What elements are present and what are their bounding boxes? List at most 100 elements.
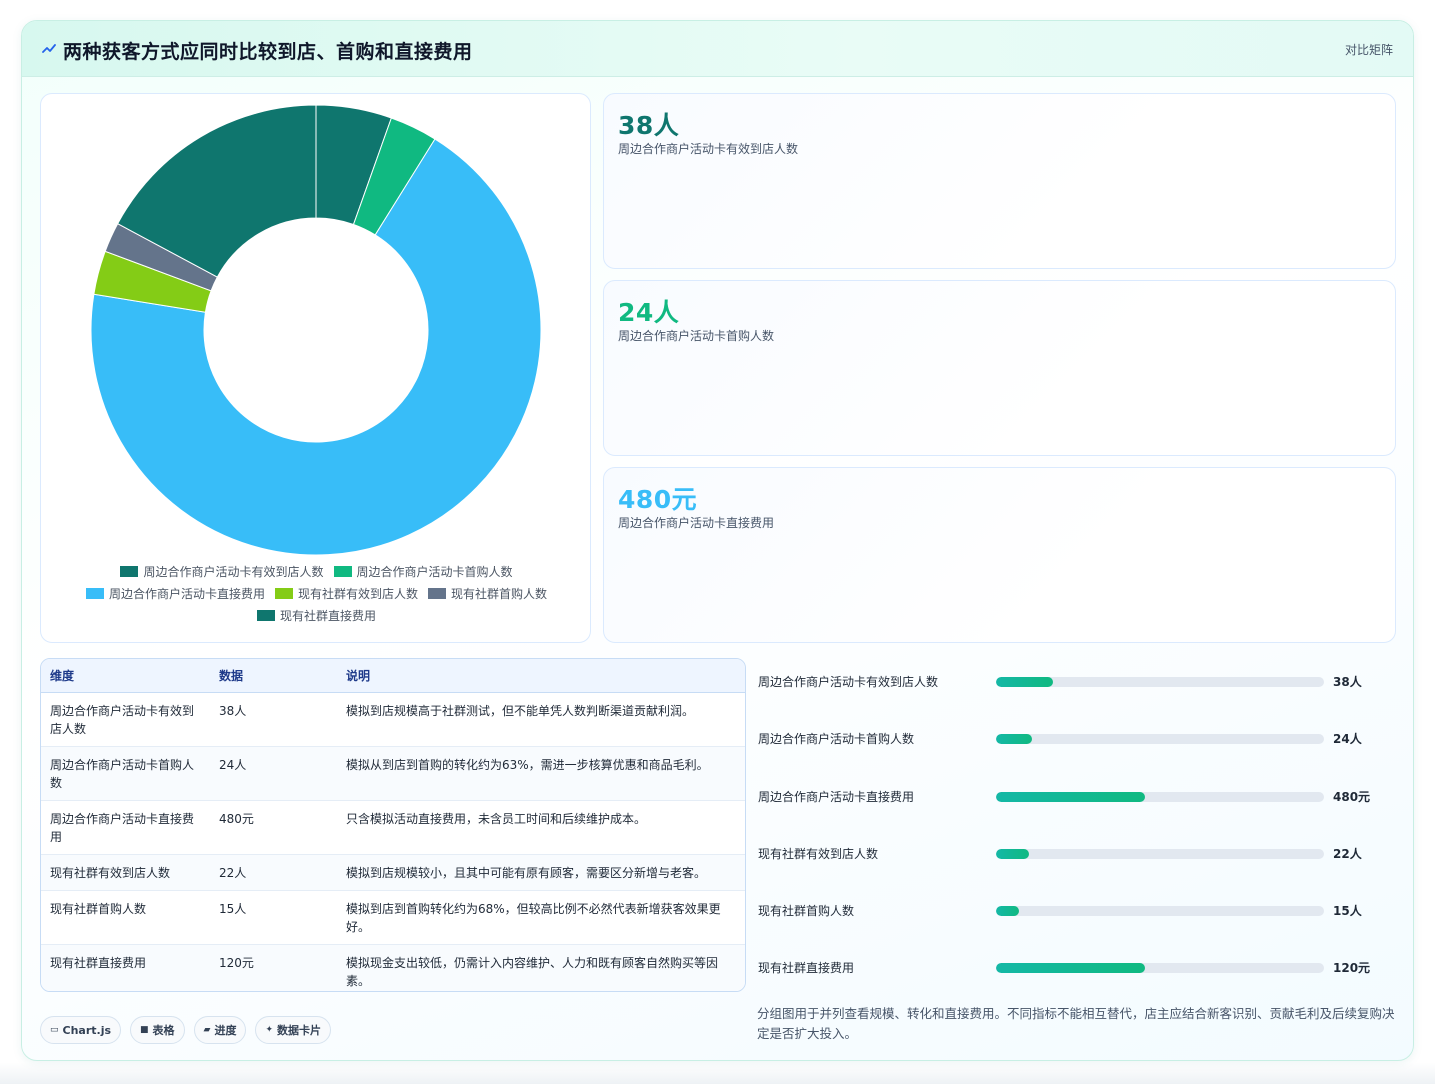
- table-cell: 15人: [210, 890, 337, 945]
- tag-label: 表格: [152, 1024, 175, 1037]
- progress-track: [996, 734, 1324, 744]
- kpi-card-store-visits: 38人 周边合作商户活动卡有效到店人数: [603, 93, 1396, 269]
- table-cell: 周边合作商户活动卡有效到店人数: [41, 692, 210, 747]
- column-header: 数据: [210, 659, 337, 693]
- progress-label: 现有社群直接费用: [758, 961, 855, 975]
- progress-track: [996, 963, 1324, 973]
- progress-value: 22人: [1333, 847, 1362, 861]
- table-row: 现有社群首购人数 15人 模拟到店到首购转化约为68%，但较高比例不必然代表新增…: [41, 890, 745, 945]
- kpi-label: 周边合作商户活动卡首购人数: [618, 329, 775, 343]
- table-row: 现有社群直接费用 120元 模拟现金支出较低，仍需计入内容维护、人力和既有顾客自…: [41, 944, 745, 991]
- kpi-card-direct-cost: 480元 周边合作商户活动卡直接费用: [603, 467, 1396, 643]
- legend-item[interactable]: 现有社群直接费用: [256, 607, 376, 624]
- table-icon: ■: [140, 1025, 149, 1035]
- progress-label: 周边合作商户活动卡有效到店人数: [758, 675, 939, 689]
- table-cell: 模拟现金支出较低，仍需计入内容维护、人力和既有顾客自然购买等因素。: [337, 944, 745, 991]
- legend-swatch: [256, 609, 275, 621]
- zigzag-icon: [42, 44, 56, 53]
- table-cell: 24人: [210, 746, 337, 801]
- kpi-label: 周边合作商户活动卡直接费用: [618, 516, 775, 530]
- tag-table[interactable]: ■ 表格: [130, 1016, 185, 1044]
- progress-fill: [996, 792, 1146, 802]
- legend-row: 周边合作商户活动卡直接费用 现有社群有效到店人数 现有社群首购人数: [61, 582, 572, 604]
- doughnut-chart-panel: 周边合作商户活动卡有效到店人数 周边合作商户活动卡首购人数周边合作商户活动卡直接费…: [40, 93, 591, 643]
- tag-list: ▭ Chart.js ■ 表格 ▰ 进度 ✦ 数据卡片: [40, 1016, 332, 1044]
- kpi-card-first-purchase: 24人 周边合作商户活动卡首购人数: [603, 280, 1396, 456]
- chart-legend: 周边合作商户活动卡有效到店人数 周边合作商户活动卡首购人数周边合作商户活动卡直接费…: [61, 560, 572, 626]
- column-header: 说明: [337, 659, 745, 693]
- table-cell: 120元: [210, 944, 337, 991]
- footnote: 分组图用于并列查看规模、转化和直接费用。不同指标不能相互替代，店主应结合新客识别…: [757, 1006, 1395, 1041]
- progress-fill: [996, 849, 1029, 859]
- table-cell: 周边合作商户活动卡直接费用: [41, 800, 210, 855]
- table-cell: 模拟从到店到首购的转化约为63%，需进一步核算优惠和商品毛利。: [337, 746, 745, 801]
- progress-fill: [996, 734, 1033, 744]
- pie-slice[interactable]: [117, 104, 317, 278]
- legend-row: 现有社群直接费用: [61, 604, 572, 626]
- tag-data-cards[interactable]: ✦ 数据卡片: [255, 1016, 332, 1044]
- legend-label: 周边合作商户活动卡有效到店人数: [143, 564, 324, 579]
- table-cell: 模拟到店到首购转化约为68%，但较高比例不必然代表新增获客效果更好。: [337, 890, 745, 945]
- page-title: 两种获客方式应同时比较到店、首购和直接费用: [63, 41, 473, 63]
- progress-track: [996, 906, 1324, 916]
- data-table: 维度 数据 说明 周边合作商户活动卡有效到店人数 38人 模拟到店规模高于社群测…: [41, 659, 745, 991]
- pie-slice[interactable]: [90, 138, 542, 556]
- column-header: 维度: [41, 659, 210, 693]
- table-cell: 模拟到店规模较小，且其中可能有原有顾客，需要区分新增与老客。: [337, 854, 745, 891]
- legend-item[interactable]: 周边合作商户活动卡有效到店人数: [120, 563, 324, 580]
- legend-label: 周边合作商户活动卡直接费用: [108, 586, 265, 601]
- tag-progress[interactable]: ▰ 进度: [193, 1016, 247, 1044]
- progress-track: [996, 677, 1324, 687]
- progress-row: 周边合作商户活动卡有效到店人数 38人: [757, 666, 1397, 696]
- tag-label: 数据卡片: [277, 1024, 322, 1037]
- tag-chartjs[interactable]: ▭ Chart.js: [40, 1016, 122, 1044]
- legend-item[interactable]: 现有社群首购人数: [428, 585, 547, 602]
- legend-swatch: [85, 587, 104, 599]
- progress-fill: [996, 677, 1054, 687]
- table-cell: 模拟到店规模高于社群测试，但不能单凭人数判断渠道贡献利润。: [337, 692, 745, 747]
- progress-row: 现有社群直接费用 120元: [757, 952, 1397, 982]
- table-cell: 只含模拟活动直接费用，未含员工时间和后续维护成本。: [337, 800, 745, 855]
- progress-value: 15人: [1333, 904, 1362, 918]
- chart-icon: ▭: [50, 1025, 59, 1035]
- table-cell: 现有社群直接费用: [41, 944, 210, 991]
- table-cell: 现有社群首购人数: [41, 890, 210, 945]
- progress-label: 周边合作商户活动卡直接费用: [758, 790, 915, 804]
- data-table-panel: 维度 数据 说明 周边合作商户活动卡有效到店人数 38人 模拟到店规模高于社群测…: [40, 658, 746, 992]
- tag-label: 进度: [214, 1024, 237, 1037]
- legend-item[interactable]: 现有社群有效到店人数: [274, 585, 418, 602]
- progress-fill: [996, 906, 1019, 916]
- legend-label: 周边合作商户活动卡首购人数: [356, 564, 513, 579]
- legend-item[interactable]: 周边合作商户活动卡直接费用: [85, 585, 265, 602]
- legend-item[interactable]: 周边合作商户活动卡首购人数: [333, 563, 513, 580]
- legend-swatch: [428, 587, 446, 599]
- progress-value: 24人: [1333, 732, 1362, 746]
- progress-row: 现有社群首购人数 15人: [757, 895, 1397, 925]
- kpi-label: 周边合作商户活动卡有效到店人数: [618, 142, 799, 156]
- tag-label: Chart.js: [62, 1023, 112, 1037]
- legend-swatch: [274, 587, 293, 599]
- kpi-value: 38人: [618, 111, 680, 140]
- progress-track: [996, 792, 1324, 802]
- progress-value: 120元: [1333, 961, 1371, 975]
- progress-icon: ▰: [203, 1025, 211, 1035]
- table-row: 周边合作商户活动卡有效到店人数 38人 模拟到店规模高于社群测试，但不能单凭人数…: [41, 692, 745, 747]
- table-row: 周边合作商户活动卡直接费用 480元 只含模拟活动直接费用，未含员工时间和后续维…: [41, 800, 745, 855]
- card-header: 两种获客方式应同时比较到店、首购和直接费用 对比矩阵: [22, 21, 1413, 77]
- table-row: 周边合作商户活动卡首购人数 24人 模拟从到店到首购的转化约为63%，需进一步核…: [41, 746, 745, 801]
- kpi-value: 24人: [618, 298, 680, 327]
- progress-label: 周边合作商户活动卡首购人数: [758, 732, 915, 746]
- table-cell: 周边合作商户活动卡首购人数: [41, 746, 210, 801]
- progress-row: 周边合作商户活动卡首购人数 24人: [757, 723, 1397, 753]
- progress-row: 周边合作商户活动卡直接费用 480元: [757, 781, 1397, 811]
- table-cell: 22人: [210, 854, 337, 891]
- kpi-value: 480元: [618, 485, 698, 514]
- legend-row: 周边合作商户活动卡有效到店人数 周边合作商户活动卡首购人数: [61, 560, 572, 582]
- comparison-matrix-link[interactable]: 对比矩阵: [1344, 43, 1393, 57]
- progress-fill: [996, 963, 1146, 973]
- progress-value: 38人: [1333, 675, 1362, 689]
- progress-label: 现有社群有效到店人数: [758, 847, 879, 861]
- comparison-card: 两种获客方式应同时比较到店、首购和直接费用 对比矩阵 周边合作商户活动卡有效到店…: [21, 20, 1414, 1061]
- progress-list: 周边合作商户活动卡有效到店人数 38人 周边合作商户活动卡首购人数 24人 周边…: [757, 661, 1397, 981]
- legend-label: 现有社群有效到店人数: [297, 586, 418, 601]
